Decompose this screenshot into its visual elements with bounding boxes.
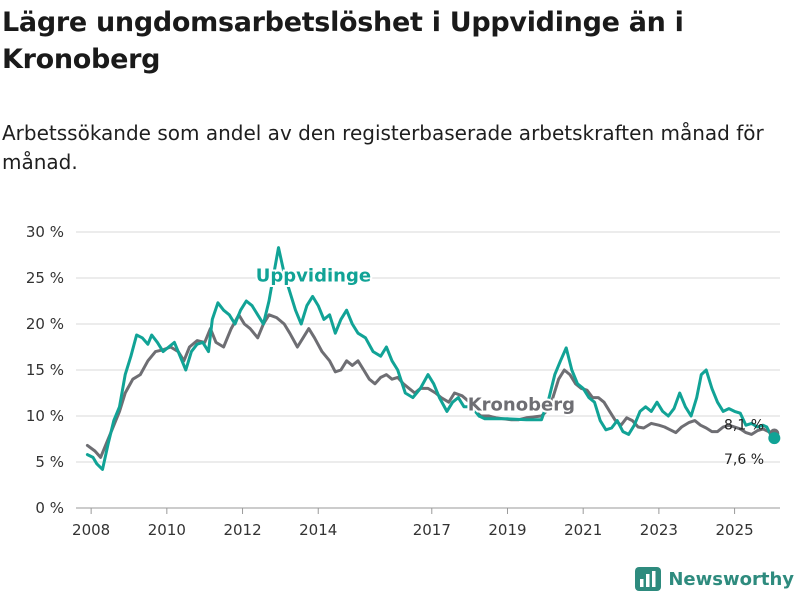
series-label-uppvidinge: Uppvidinge bbox=[256, 266, 371, 287]
series-lines bbox=[85, 246, 781, 471]
gridlines bbox=[76, 231, 780, 509]
x-tick-label: 2008 bbox=[72, 521, 110, 539]
y-tick-label: 15 % bbox=[26, 361, 64, 379]
chart-title: Lägre ungdomsarbetslöshet i Uppvidinge ä… bbox=[2, 7, 684, 75]
x-tick-label: 2010 bbox=[148, 521, 186, 539]
end-value-kronoberg: 8,1 % bbox=[724, 417, 764, 433]
y-tick-label: 30 % bbox=[26, 223, 64, 241]
series-line-uppvidinge bbox=[85, 246, 481, 471]
bar-chart-logo-icon bbox=[635, 567, 662, 591]
x-tick-label: 2019 bbox=[488, 521, 526, 539]
x-tick-label: 2012 bbox=[223, 521, 261, 539]
y-tick-label: 25 % bbox=[26, 269, 64, 287]
x-tick-label: 2014 bbox=[299, 521, 337, 539]
end-marker-uppvidinge bbox=[768, 432, 781, 445]
y-tick-label: 5 % bbox=[35, 453, 64, 471]
brand-name: Newsworthy bbox=[668, 568, 794, 590]
end-value-uppvidinge: 7,6 % bbox=[724, 452, 764, 468]
series-label-kronoberg: Kronoberg bbox=[468, 394, 575, 415]
y-axis-ticks: 0 % 5 % 10 % 15 % 20 % 25 % 30 % bbox=[26, 223, 64, 517]
y-tick-label: 0 % bbox=[35, 499, 64, 517]
series-line-kronoberg bbox=[85, 313, 776, 459]
chart-subtitle: Arbetssökande som andel av den registerb… bbox=[2, 121, 764, 174]
x-tick-label: 2023 bbox=[640, 521, 678, 539]
brand-logo: Newsworthy bbox=[634, 566, 794, 592]
y-tick-label: 10 % bbox=[26, 407, 64, 425]
x-tick-label: 2017 bbox=[413, 521, 451, 539]
x-tick-label: 2025 bbox=[715, 521, 753, 539]
series-labels: Kronoberg Uppvidinge 8,1 % 7,6 % bbox=[254, 264, 764, 468]
x-tick-label: 2021 bbox=[564, 521, 602, 539]
y-tick-label: 20 % bbox=[26, 315, 64, 333]
series-line-uppvidinge-tail bbox=[477, 346, 776, 440]
x-axis-ticks: 2008 2010 2012 2014 2017 2019 2021 2023 2025 bbox=[72, 508, 754, 539]
